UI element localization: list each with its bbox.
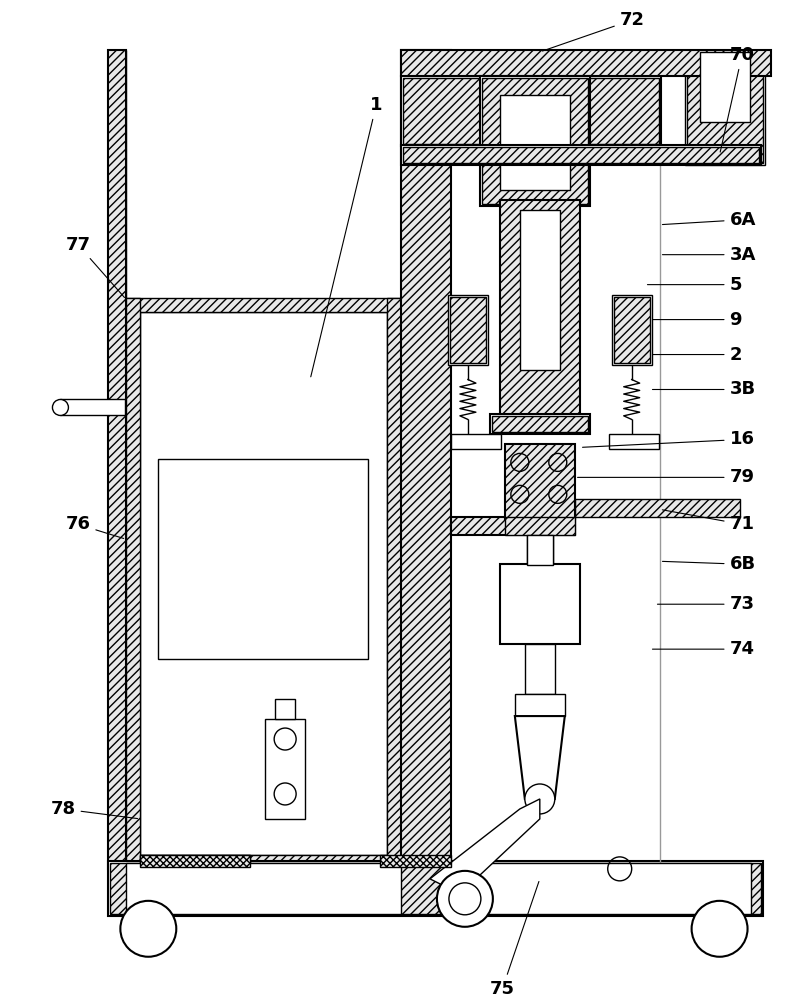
Text: 2: 2 <box>653 346 742 364</box>
Polygon shape <box>515 716 565 799</box>
Bar <box>699 52 749 122</box>
Bar <box>127 855 401 869</box>
Text: 3B: 3B <box>653 380 756 398</box>
Bar <box>109 50 127 869</box>
Circle shape <box>437 871 493 927</box>
Text: 71: 71 <box>662 510 755 533</box>
Bar <box>451 863 751 914</box>
Text: 78: 78 <box>51 800 138 819</box>
Text: 77: 77 <box>66 236 124 298</box>
Text: 75: 75 <box>490 881 539 998</box>
Bar <box>611 295 652 365</box>
Bar <box>387 298 401 869</box>
Bar <box>158 459 368 659</box>
Bar <box>527 535 553 565</box>
Bar <box>403 147 759 163</box>
Bar <box>275 699 295 719</box>
Bar <box>480 76 590 206</box>
Bar <box>505 444 575 519</box>
Bar <box>575 499 740 517</box>
Bar <box>127 863 401 914</box>
Bar <box>401 145 760 165</box>
Bar <box>401 76 661 146</box>
Bar <box>520 210 560 370</box>
Bar <box>127 298 401 312</box>
Bar <box>60 399 125 415</box>
Bar <box>265 719 305 819</box>
Bar <box>110 863 760 914</box>
Circle shape <box>120 901 177 957</box>
Bar <box>140 312 387 855</box>
Bar <box>380 855 451 867</box>
Text: 5: 5 <box>647 276 742 294</box>
Bar <box>525 644 554 694</box>
Bar <box>448 295 488 365</box>
Bar <box>403 78 659 144</box>
Bar <box>490 414 590 434</box>
Bar <box>482 78 588 204</box>
Text: 70: 70 <box>720 46 755 152</box>
Bar <box>687 52 763 163</box>
Text: 16: 16 <box>583 430 755 448</box>
Bar <box>140 855 250 869</box>
Bar <box>401 50 771 76</box>
Text: 72: 72 <box>543 11 645 51</box>
Text: 3A: 3A <box>662 246 756 264</box>
Bar <box>614 297 649 363</box>
Bar <box>515 694 565 716</box>
Text: 6B: 6B <box>662 555 756 573</box>
Text: 73: 73 <box>657 595 755 613</box>
Circle shape <box>691 901 748 957</box>
Bar <box>127 298 140 869</box>
Bar <box>109 861 763 916</box>
Bar <box>140 855 250 867</box>
Bar <box>505 517 575 535</box>
Text: 6A: 6A <box>662 211 756 229</box>
Bar <box>500 95 569 190</box>
Bar <box>450 297 485 363</box>
Text: 74: 74 <box>653 640 755 658</box>
Text: 9: 9 <box>653 311 742 329</box>
Bar <box>451 434 501 449</box>
Bar <box>609 434 659 449</box>
Text: 76: 76 <box>66 515 124 538</box>
Bar <box>492 416 588 432</box>
Circle shape <box>52 399 68 415</box>
Bar <box>451 517 575 535</box>
Bar <box>684 50 764 165</box>
Bar <box>500 564 580 644</box>
Bar <box>500 200 580 419</box>
Text: 79: 79 <box>577 468 755 486</box>
Bar <box>401 50 451 889</box>
Text: 1: 1 <box>310 96 383 377</box>
Circle shape <box>525 784 554 814</box>
Polygon shape <box>430 799 540 894</box>
